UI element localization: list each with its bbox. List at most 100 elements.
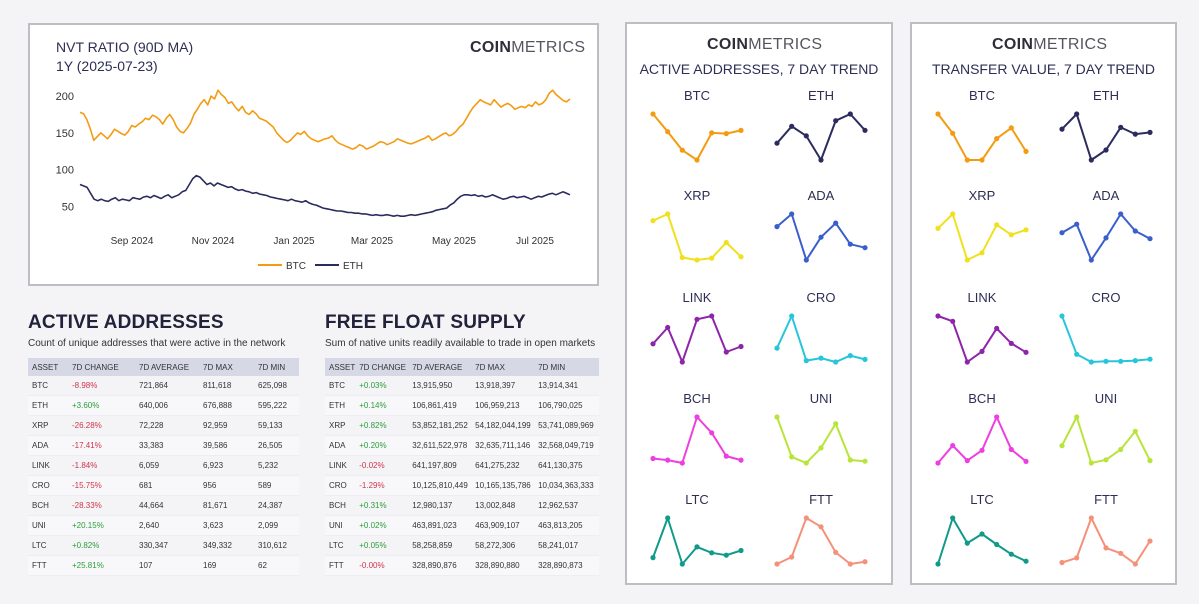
active-addresses-table: ASSET 7D CHANGE 7D AVERAGE 7D MAX 7D MIN… [28,358,299,576]
sparkline-label: LTC [970,492,994,507]
sparkline-eth [776,113,866,161]
sparkline-point [950,318,956,324]
min-cell: 641,130,375 [534,455,599,476]
active-trend-title: ACTIVE ADDRESSES, 7 DAY TREND [639,61,879,77]
sparkline-point [979,447,985,453]
logo-bold: COIN [992,36,1034,53]
sparkline-point [1132,561,1138,567]
sparkline-point [818,234,824,240]
sparkline-point [774,561,780,567]
max-cell: 811,618 [199,376,254,396]
sparkline-label: UNI [1095,391,1117,406]
sparkline-point [694,414,700,420]
average-cell: 33,383 [135,435,199,456]
asset-cell: ADA [28,435,68,456]
asset-cell: ADA [325,435,356,456]
sparkline-point [650,555,656,561]
sparkline-point [1074,221,1080,227]
sparkline-point [950,211,956,217]
sparkline-point [847,241,853,247]
series-line-eth [79,174,571,217]
sparkline-point [1088,157,1094,163]
average-cell: 58,258,859 [408,535,472,556]
min-cell: 62 [254,555,299,576]
x-tick-label: Jan 2025 [273,236,315,247]
sparkline-point [964,157,970,163]
sparkline-point [964,257,970,263]
col-7d-change: 7D CHANGE [355,358,409,376]
sparkline-point [818,445,824,451]
coinmetrics-logo: COINMETRICS [470,39,585,57]
min-cell: 595,222 [254,395,299,416]
asset-cell: FTT [28,555,68,576]
sparkline-point [818,355,824,361]
min-cell: 32,568,049,719 [534,435,599,456]
sparkline-label: BTC [684,88,710,103]
sparkline-label: FTT [809,492,833,507]
sparkline-point [723,552,729,558]
sparkline-point [1118,211,1124,217]
max-cell: 956 [199,475,254,496]
asset-cell: FTT [325,555,356,576]
table-row: CRO -1.29% 10,125,810,449 10,165,135,786 10,… [325,475,599,496]
asset-cell: CRO [28,475,68,496]
max-cell: 641,275,232 [471,455,535,476]
active-addresses-sparklines: BTC ETH XRP ADA LINK CRO BCH UNI LTC FTT [650,88,868,567]
max-cell: 349,332 [199,535,254,556]
sparkline-point [1059,230,1065,236]
table-row: CRO -15.75% 681 956 589 [28,475,299,496]
table-row: ADA +0.20% 32,611,522,978 32,635,711,146 32,… [325,435,599,456]
sparkline-ltc [937,517,1027,565]
legend-label: BTC [286,261,306,272]
sparkline-point [789,123,795,129]
sparkline-point [694,157,700,163]
sparkline-point [738,127,744,133]
table-row: ETH +0.14% 106,861,419 106,959,213 106,790,0… [325,395,599,416]
col-7d-min: 7D MIN [254,358,299,376]
y-tick-label: 200 [56,91,74,103]
max-cell: 106,959,213 [471,395,535,416]
sparkline-point [679,254,685,261]
sparkline-point [1132,428,1138,434]
sparkline-label: BCH [968,391,995,406]
sparkline-point [979,250,985,256]
sparkline-point [679,147,685,153]
sparkline-label: ETH [1093,88,1119,103]
sparkline-point [1147,538,1153,544]
average-cell: 32,611,522,978 [408,435,472,456]
change-cell: +20.15% [68,515,135,536]
max-cell: 676,888 [199,395,254,416]
sparkline-point [1103,235,1109,241]
table-row: BCH -28.33% 44,664 81,671 24,387 [28,495,299,516]
sparkline-point [650,111,656,117]
sparkline-point [1023,558,1029,564]
sparkline-btc [652,113,742,161]
active-addresses-trend-panel: COINMETRICS ACTIVE ADDRESSES, 7 DAY TREN… [625,22,893,585]
sparkline-point [847,353,853,359]
sparkline-label: LINK [968,290,997,305]
sparkline-point [1088,359,1094,365]
sparkline-point [803,133,809,139]
sparkline-point [964,359,970,365]
sparkline-point [665,324,671,331]
sparkline-point [847,457,853,463]
sparkline-point [935,111,941,117]
max-cell: 32,635,711,146 [471,435,535,456]
logo-bold: COIN [470,39,512,56]
change-cell: +3.60% [68,395,135,416]
average-cell: 72,228 [135,415,199,436]
table-row: FTT -0.00% 328,890,876 328,890,880 328,890,8… [325,555,599,576]
max-cell: 13,918,397 [471,376,535,396]
x-tick-label: Nov 2024 [192,236,235,247]
sparkline-point [994,222,1000,228]
sparkline-point [1088,460,1094,466]
max-cell: 58,272,306 [471,535,535,556]
sparkline-label: XRP [969,188,996,203]
average-cell: 721,864 [135,376,199,396]
asset-cell: ETH [28,395,68,416]
sparkline-eth [1061,113,1151,161]
sparkline-point [803,515,809,521]
sparkline-point [723,349,729,355]
sparkline-point [774,224,780,230]
table-row: UNI +0.02% 463,891,023 463,909,107 463,813,2… [325,515,599,536]
